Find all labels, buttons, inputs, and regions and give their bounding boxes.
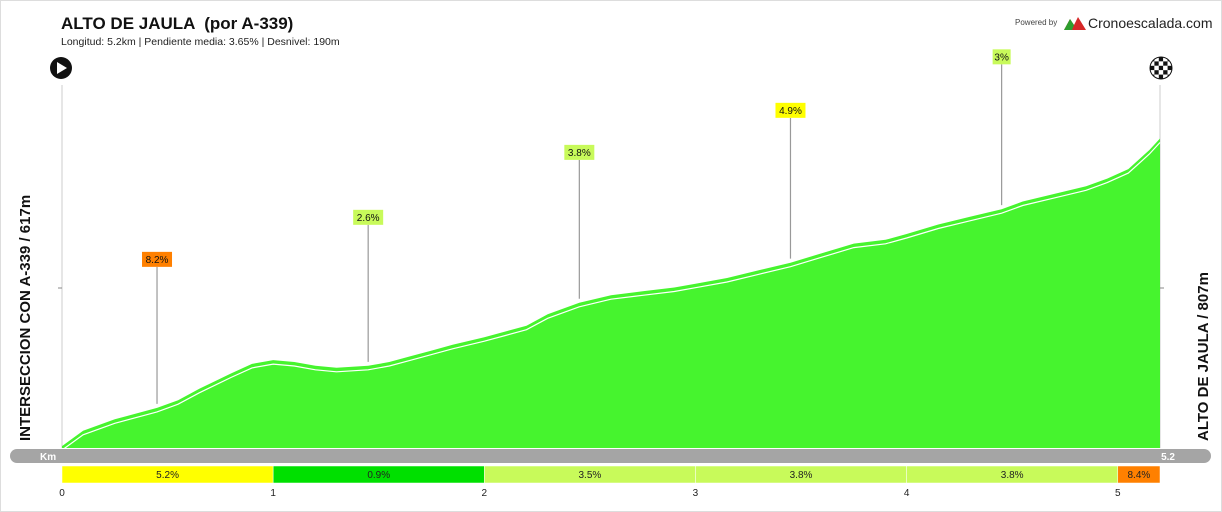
km-axis-bar bbox=[10, 449, 1211, 463]
marker-label-box bbox=[564, 144, 595, 160]
mountain-logo-icon bbox=[1064, 17, 1086, 30]
segment-grade-label: 0.9% bbox=[367, 470, 390, 481]
x-tick-label: 0 bbox=[59, 488, 65, 499]
marker-label: 3.8% bbox=[568, 148, 591, 159]
x-tick-label: 1 bbox=[270, 488, 276, 499]
grade-segment: 8.4% bbox=[1117, 465, 1161, 484]
brand-name: Cronoescalada.com bbox=[1088, 15, 1213, 31]
segment-grade-label: 5.2% bbox=[156, 470, 179, 481]
segment-grade-label: 3.8% bbox=[790, 470, 813, 481]
marker-label-box bbox=[353, 209, 384, 225]
marker-label: 2.6% bbox=[357, 213, 380, 224]
grade-marker: 3% bbox=[992, 49, 1011, 206]
segment-grade-label: 3.8% bbox=[1001, 470, 1024, 481]
x-tick-label: 3 bbox=[693, 488, 699, 499]
x-tick-label: 5 bbox=[1115, 488, 1121, 499]
marker-label: 8.2% bbox=[146, 255, 169, 266]
segment-grade-label: 3.5% bbox=[578, 470, 601, 481]
profile-edge bbox=[61, 142, 1161, 451]
grade-segment: 3.8% bbox=[695, 465, 907, 484]
grade-segment: 5.2% bbox=[61, 465, 274, 484]
marker-label: 4.9% bbox=[779, 106, 802, 117]
start-icon[interactable] bbox=[50, 57, 72, 79]
grade-marker: 4.9% bbox=[775, 102, 806, 259]
grade-segments: 5.2% 0.9% 3.5% 3.8% 3.8% 8.4% bbox=[61, 465, 1161, 484]
chart-title: ALTO DE JAULA (por A-339) bbox=[61, 14, 294, 33]
brand-logo[interactable]: Cronoescalada.com bbox=[1064, 14, 1213, 32]
grade-marker: 8.2% bbox=[142, 251, 173, 404]
x-tick-label: 4 bbox=[904, 488, 910, 499]
grade-marker: 2.6% bbox=[353, 209, 384, 362]
x-tick-label: 2 bbox=[482, 488, 488, 499]
x-tick-labels: 0 1 2 3 4 5 bbox=[59, 488, 1121, 499]
km-axis-label: Km bbox=[40, 452, 56, 463]
grade-segment: 0.9% bbox=[272, 465, 485, 484]
grade-markers: 8.2% 2.6% 3.8% 4.9% 3% bbox=[142, 49, 1011, 404]
segment-bar bbox=[1117, 465, 1161, 484]
play-icon bbox=[57, 62, 67, 74]
chart-subtitle: Longitud: 5.2km | Pendiente media: 3.65%… bbox=[61, 36, 340, 48]
grade-segment: 3.5% bbox=[484, 465, 696, 484]
segment-grade-label: 8.4% bbox=[1127, 470, 1150, 481]
grade-marker: 3.8% bbox=[564, 144, 595, 299]
powered-by-text: Powered by bbox=[1015, 18, 1058, 27]
profile-area bbox=[62, 138, 1160, 448]
marker-label-box bbox=[775, 102, 806, 118]
checkered-flag-icon[interactable] bbox=[1149, 56, 1173, 80]
grade-segment: 3.8% bbox=[906, 465, 1119, 484]
marker-label: 3% bbox=[994, 52, 1009, 63]
marker-label-box bbox=[992, 49, 1011, 65]
marker-label-box bbox=[142, 251, 173, 267]
distance-total-label: 5.2 bbox=[1161, 452, 1175, 463]
